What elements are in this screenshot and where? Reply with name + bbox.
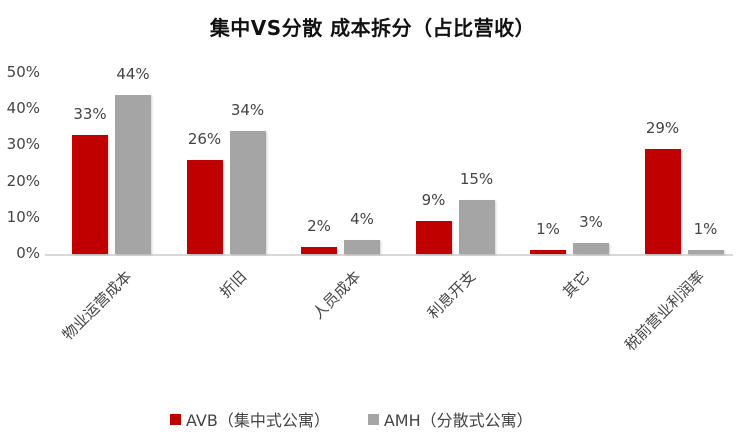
y-tick-label: 0% (16, 244, 40, 262)
data-label: 29% (645, 119, 680, 138)
data-label: 44% (116, 64, 150, 83)
data-label: 26% (187, 129, 222, 148)
legend: AVB（集中式公寓） AMH（分散式公寓） (170, 407, 571, 431)
bar-amh (573, 243, 609, 254)
bar-amh (115, 94, 151, 254)
bar-amh (687, 250, 724, 254)
bar-avb (415, 221, 452, 254)
data-label: 34% (230, 100, 265, 119)
legend-swatch-avb (170, 413, 181, 425)
legend-label-amh: AMH（分散式公寓） (383, 411, 533, 430)
y-tick-label: 10% (6, 207, 40, 226)
bar-avb (530, 250, 566, 254)
y-tick-label: 40% (6, 99, 40, 118)
bar-amh (229, 130, 266, 254)
x-tick-label: 税前营业利润率 (621, 267, 709, 355)
bar-avb (72, 134, 108, 254)
chart-title: 集中VS分散 成本拆分（占比营收） (209, 16, 536, 40)
x-tick-label: 人员成本 (309, 267, 365, 323)
x-tick-label: 其它 (559, 267, 594, 302)
y-tick-label: 30% (6, 135, 40, 154)
y-tick-label: 50% (6, 63, 40, 81)
bar-avb (186, 159, 223, 254)
legend-label-avb: AVB（集中式公寓） (186, 411, 330, 430)
x-tick-label: 物业运营成本 (59, 267, 136, 344)
x-tick-label: 利息开支 (423, 267, 480, 323)
legend-item-avb: AVB（集中式公寓） (170, 407, 330, 431)
bar-avb (644, 149, 681, 254)
y-tick-label: 20% (6, 171, 40, 190)
data-label: 3% (579, 213, 603, 232)
data-label: 1% (536, 220, 560, 239)
data-label: 2% (307, 216, 331, 235)
data-label: 15% (459, 169, 494, 188)
data-label: 9% (421, 191, 446, 210)
x-axis-line (45, 254, 733, 256)
bar-amh (344, 239, 380, 254)
legend-item-amh: AMH（分散式公寓） (367, 407, 533, 431)
legend-swatch-amh (367, 413, 379, 425)
data-label: 4% (350, 209, 374, 228)
bar-amh (458, 199, 495, 254)
data-label: 33% (73, 104, 107, 123)
data-label: 1% (693, 220, 718, 239)
x-tick-label: 折旧 (216, 267, 251, 302)
bar-avb (301, 246, 337, 254)
